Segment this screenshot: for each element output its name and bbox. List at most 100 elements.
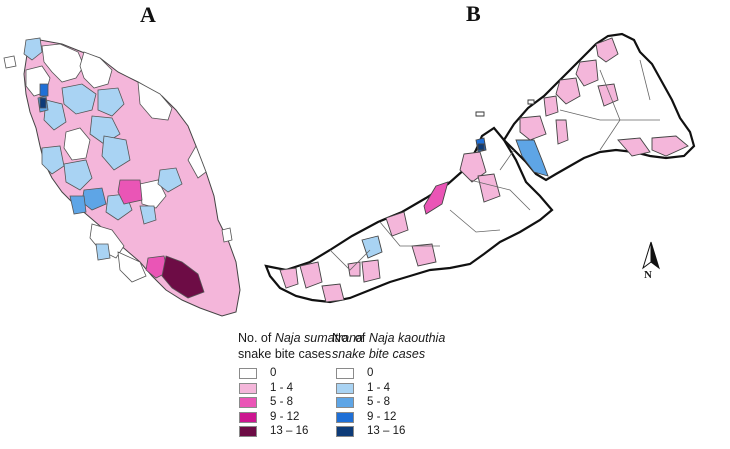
district-blue-1 xyxy=(23,37,43,61)
district-white-2 xyxy=(79,51,113,89)
legend-b-item: 0 xyxy=(336,366,445,381)
sabah-pink-9 xyxy=(555,119,569,145)
district-pink-mid-1 xyxy=(117,179,143,205)
district-blue-11 xyxy=(139,205,157,225)
legend-a-item: 5 - 8 xyxy=(239,395,363,410)
legend-b-swatch xyxy=(336,382,354,394)
legend-a-swatch xyxy=(239,382,257,394)
district-blue-dark-2 xyxy=(39,97,47,109)
legend-naja-sumatrana: No. of Naja sumatrana snake bite cases 0… xyxy=(238,331,363,439)
sabah-pink-7 xyxy=(617,137,651,157)
legend-a-item: 9 - 12 xyxy=(239,410,363,425)
legend-b-species: Naja kaouthia xyxy=(368,331,446,345)
legend-a-title-line2: snake bite cases xyxy=(238,346,332,361)
legend-a-label: 5 - 8 xyxy=(270,396,294,409)
district-white-9 xyxy=(187,145,207,179)
legend-b-swatch xyxy=(336,368,354,379)
legend-b-label: 13 – 16 xyxy=(367,425,406,438)
legend-a-swatch xyxy=(239,426,257,437)
sarawak-pink-7 xyxy=(361,259,381,283)
district-white-5 xyxy=(63,127,91,161)
district-pink-max xyxy=(161,255,205,299)
legend-a-label: 13 – 16 xyxy=(270,425,309,438)
legend-b-swatch xyxy=(336,411,354,423)
island-1 xyxy=(3,55,17,69)
sarawak-pink-6 xyxy=(321,283,345,303)
sabah-pink-1 xyxy=(595,37,619,63)
sarawak-pink-2 xyxy=(477,173,501,203)
legend-a-title-line1: No. of Naja sumatrana xyxy=(238,331,363,347)
sabah-pink-8 xyxy=(651,135,689,157)
legend-b-item: 5 - 8 xyxy=(336,395,445,410)
sabah-pink-6 xyxy=(519,115,547,141)
legend-b-swatch xyxy=(336,397,354,408)
sarawak-pink-4 xyxy=(411,243,437,267)
district-white-8 xyxy=(117,251,147,283)
east-malaysia-map xyxy=(264,32,696,304)
district-blue-dark-1 xyxy=(39,83,49,97)
legend-a-label: 0 xyxy=(270,367,277,380)
legend-a-swatch xyxy=(239,411,257,423)
sabah-base xyxy=(502,32,696,182)
legend-a-item: 13 – 16 xyxy=(239,424,363,439)
sarawak-pink-mid-1 xyxy=(423,181,449,215)
district-blue-7 xyxy=(41,145,65,175)
sarawak-division-lines xyxy=(329,59,660,271)
legend-b-title-line2: snake bite cases xyxy=(332,347,445,363)
legend-a-label: 9 - 12 xyxy=(270,410,300,423)
district-blue-9 xyxy=(157,167,183,193)
legend-b-item: 9 - 12 xyxy=(336,410,445,425)
legend-a-item: 0 xyxy=(239,366,363,381)
island-3 xyxy=(527,99,535,105)
legend-b-item: 13 – 16 xyxy=(336,424,445,439)
legend-b-title-prefix: No. of xyxy=(332,331,369,345)
legend-a-species: Naja sumatrana xyxy=(274,331,364,345)
sarawak-pink-9 xyxy=(347,261,361,277)
district-blue-3 xyxy=(97,87,125,117)
island-2 xyxy=(221,227,233,243)
sarawak-pink-5 xyxy=(299,261,323,289)
district-white-7 xyxy=(89,223,125,259)
district-blue-4 xyxy=(43,99,67,131)
legend-a-label: 1 - 4 xyxy=(270,381,294,394)
legend-b-title-line1: No. of Naja kaouthia xyxy=(332,331,445,347)
panel-label-a: A xyxy=(140,2,156,27)
legend-b-item: 1 - 4 xyxy=(336,381,445,396)
sabah-pink-5 xyxy=(543,95,559,117)
legend-a-swatch xyxy=(239,368,257,379)
district-white-6 xyxy=(139,179,167,209)
peninsular-malaysia-map xyxy=(3,37,241,317)
legend-b-label: 5 - 8 xyxy=(367,396,391,409)
sabah-pink-2 xyxy=(575,59,599,87)
legend-a-item: 1 - 4 xyxy=(239,381,363,396)
legend-b-label: 9 - 12 xyxy=(367,410,397,423)
district-blue-12 xyxy=(95,243,111,261)
north-arrow: N xyxy=(637,238,665,282)
north-arrow-icon xyxy=(642,241,660,270)
legend-b-label: 0 xyxy=(367,367,374,380)
legend-b-label: 1 - 4 xyxy=(367,381,391,394)
district-blue-8 xyxy=(63,159,93,191)
legend-a-swatch xyxy=(239,397,257,408)
sabah-pink-4 xyxy=(597,83,619,107)
legend-a-title-prefix: No. of xyxy=(238,331,275,345)
district-blue-2 xyxy=(61,83,97,115)
legend-b-title-line2-text: snake bite cases xyxy=(332,346,426,361)
north-label: N xyxy=(644,269,652,281)
legend-b-swatch xyxy=(336,426,354,437)
island-4 xyxy=(475,111,485,117)
sabah-blue-darkest-1 xyxy=(477,143,485,151)
sabah-pink-3 xyxy=(555,77,581,105)
sarawak-pink-3 xyxy=(385,211,409,237)
sarawak-pink-8 xyxy=(279,267,299,289)
sabah-blue-1 xyxy=(515,139,549,177)
panel-label-b: B xyxy=(466,1,481,26)
district-blue-mid-2 xyxy=(69,195,87,215)
district-blue-6 xyxy=(101,135,131,171)
district-white-1 xyxy=(41,43,85,83)
district-white-4 xyxy=(137,81,173,121)
